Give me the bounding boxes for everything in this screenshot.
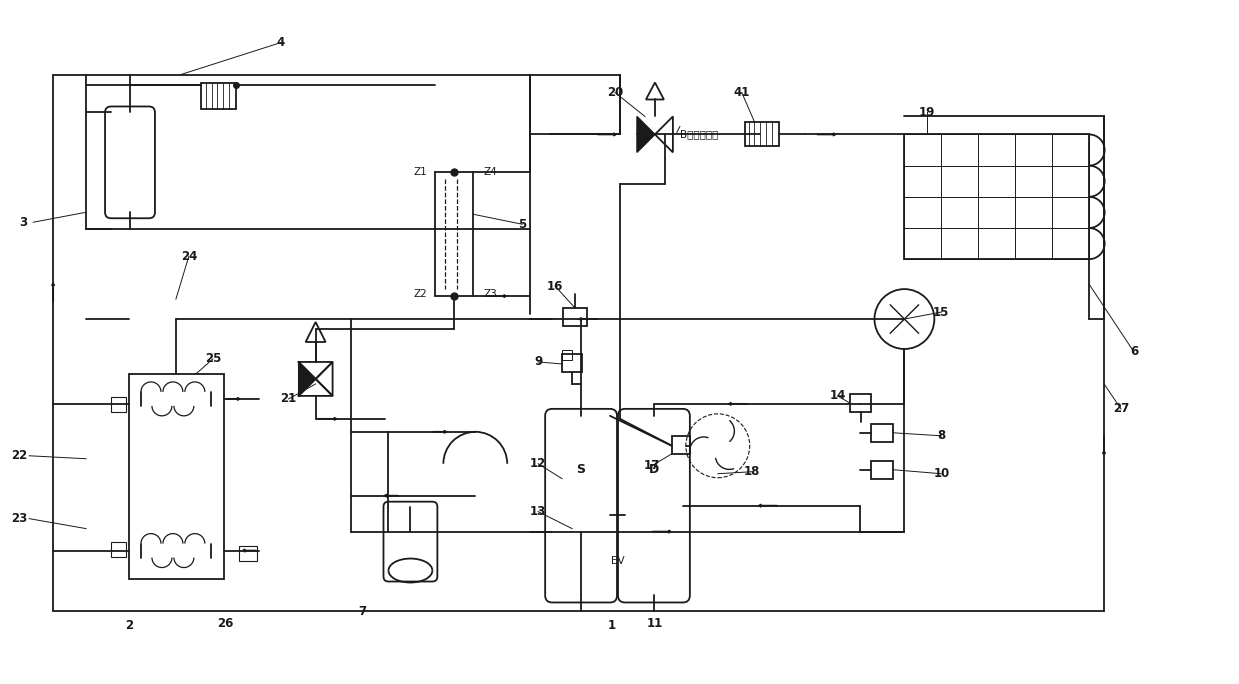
- Text: S: S: [576, 463, 586, 476]
- Text: 8: 8: [937, 430, 945, 443]
- Text: 3: 3: [19, 215, 27, 228]
- Text: 15: 15: [933, 306, 949, 319]
- Bar: [129, 374, 224, 579]
- Text: 19: 19: [919, 106, 935, 119]
- Text: 10: 10: [933, 467, 949, 480]
- Text: D: D: [649, 463, 659, 476]
- Text: 9: 9: [534, 356, 543, 369]
- Text: 17: 17: [644, 459, 660, 472]
- Text: 26: 26: [218, 617, 234, 630]
- Bar: [672, 436, 690, 453]
- Polygon shape: [306, 322, 326, 342]
- Bar: [563, 354, 582, 372]
- Bar: [850, 394, 871, 412]
- Polygon shape: [299, 362, 316, 396]
- Bar: [112, 542, 126, 557]
- Text: 5: 5: [518, 218, 527, 231]
- Text: EV: EV: [611, 555, 624, 566]
- Bar: [201, 83, 235, 109]
- Bar: [239, 546, 256, 561]
- Text: B口（水平）: B口（水平）: [680, 129, 719, 140]
- Text: 22: 22: [11, 449, 27, 462]
- Bar: [904, 135, 1089, 259]
- Text: 11: 11: [647, 617, 663, 630]
- Text: Z4: Z4: [483, 168, 497, 177]
- Text: 21: 21: [280, 393, 297, 406]
- Bar: [871, 461, 893, 479]
- Text: 18: 18: [743, 465, 760, 478]
- Text: 1: 1: [608, 619, 616, 632]
- Bar: [871, 424, 893, 442]
- Bar: [112, 397, 126, 412]
- Text: Z3: Z3: [483, 289, 497, 299]
- Polygon shape: [316, 362, 332, 396]
- Bar: [563, 350, 572, 360]
- Text: 13: 13: [530, 505, 546, 518]
- Text: 25: 25: [204, 352, 221, 365]
- Polygon shape: [637, 116, 655, 153]
- Text: 16: 16: [546, 280, 564, 293]
- Text: 20: 20: [607, 86, 623, 99]
- Text: 7: 7: [358, 605, 367, 618]
- Text: 12: 12: [530, 457, 546, 471]
- Text: Z2: Z2: [414, 289, 427, 299]
- Text: 23: 23: [11, 512, 27, 525]
- Bar: [745, 122, 778, 146]
- Polygon shape: [646, 83, 664, 99]
- Text: 41: 41: [733, 86, 750, 99]
- Text: 4: 4: [276, 36, 285, 49]
- Text: 27: 27: [1113, 402, 1129, 415]
- Text: Z1: Z1: [414, 168, 427, 177]
- Bar: [563, 308, 587, 326]
- Polygon shape: [655, 116, 673, 153]
- Text: 14: 14: [829, 389, 846, 402]
- Text: 24: 24: [181, 250, 197, 263]
- Text: 2: 2: [125, 619, 133, 632]
- Text: 6: 6: [1130, 345, 1139, 358]
